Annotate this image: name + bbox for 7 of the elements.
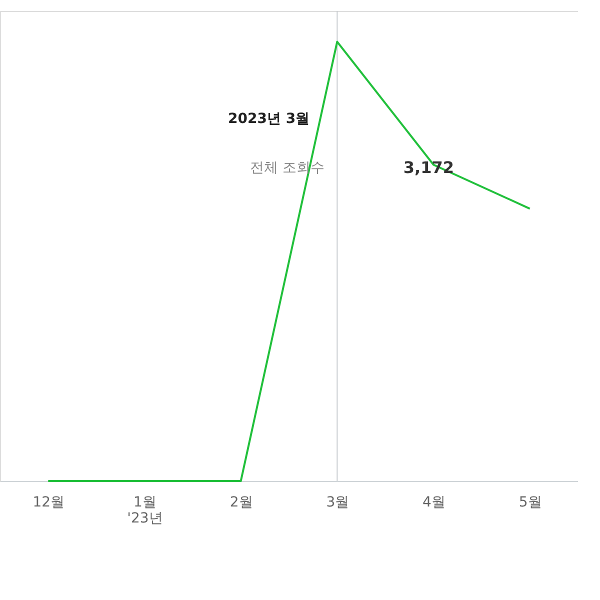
x-tick-label: 2월: [230, 494, 253, 510]
x-tick-label: 12월: [32, 494, 65, 510]
x-tick-label: 3월: [326, 494, 350, 510]
x-tick-label: 1월 '23년: [127, 494, 163, 526]
annotation: 2023년 3월: [228, 111, 310, 127]
x-tick-label: 4월: [422, 494, 446, 510]
x-tick-label: 5월: [518, 494, 542, 510]
